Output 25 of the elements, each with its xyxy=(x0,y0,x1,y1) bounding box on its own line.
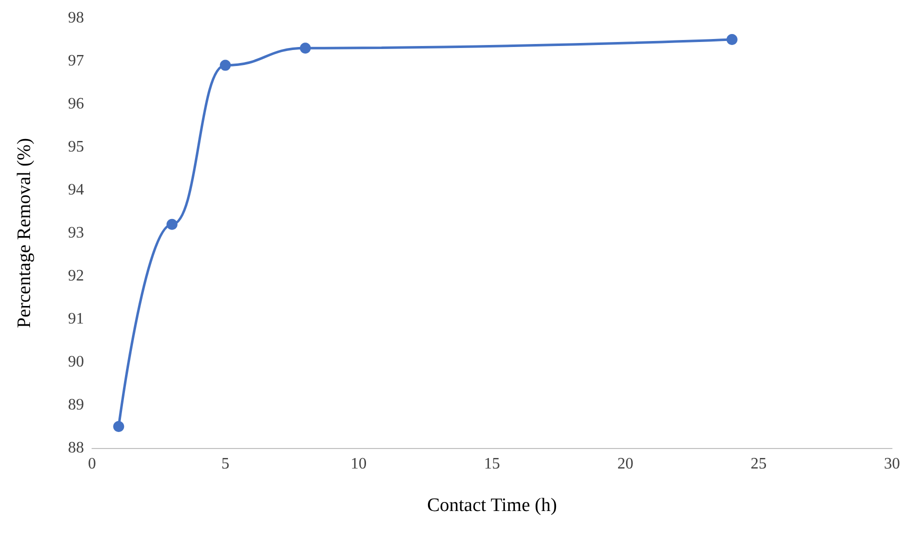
y-tick-label: 90 xyxy=(68,354,84,370)
y-tick-label: 91 xyxy=(68,310,84,328)
y-tick-label: 93 xyxy=(68,224,84,242)
y-axis-title: Percentage Removal (%) xyxy=(14,138,35,328)
y-tick-label: 88 xyxy=(68,440,84,456)
y-tick-label: 96 xyxy=(68,96,84,112)
point xyxy=(113,421,124,432)
point xyxy=(300,42,311,54)
y-tick-label: 94 xyxy=(68,182,84,198)
point xyxy=(166,218,178,230)
point xyxy=(726,34,738,45)
y-tick-label: 97 xyxy=(68,52,84,70)
y-tick-label: 98 xyxy=(68,10,84,26)
x-tick-label: 5 xyxy=(221,456,230,472)
y-tick-label: 89 xyxy=(68,396,84,414)
y-tick-label: 95 xyxy=(68,138,84,156)
x-tick-label: 25 xyxy=(750,456,767,472)
x-tick-label: 10 xyxy=(350,456,367,472)
x-axis-title: Contact Time (h) xyxy=(427,495,557,516)
x-tick-label: 20 xyxy=(617,456,634,472)
x-tick-label: 15 xyxy=(484,456,500,472)
x-tick-label: 0 xyxy=(88,456,96,472)
y-tick-label: 92 xyxy=(68,268,84,284)
x-tick-label: 30 xyxy=(884,456,900,472)
point xyxy=(220,60,231,71)
